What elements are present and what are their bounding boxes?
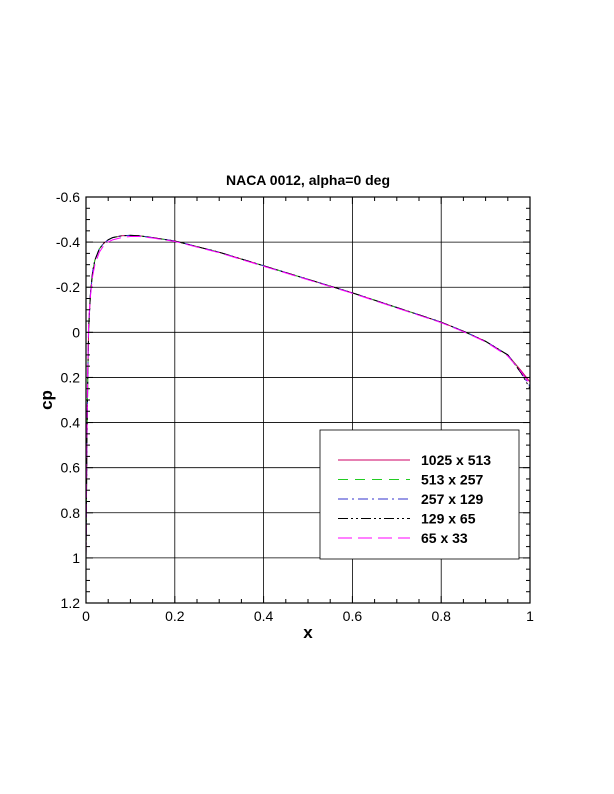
- series-lines: [85, 234, 531, 558]
- x-tick-label: 0.2: [165, 608, 185, 624]
- legend-label: 257 x 129: [421, 491, 483, 507]
- legend-box: [319, 429, 520, 560]
- x-axis-title: x: [303, 623, 313, 642]
- legend-label: 1025 x 513: [421, 452, 491, 468]
- legend: 1025 x 513 513 x 257 257 x 129 129 x 65 65 x…: [319, 429, 520, 560]
- y-tick-label: 0.4: [61, 415, 81, 431]
- x-tick-label: 0.6: [343, 608, 363, 624]
- y-tick-label: 0.2: [61, 369, 81, 385]
- x-tick-labels: 0 0.2 0.4 0.6 0.8 1: [82, 608, 534, 624]
- x-tick-label: 0: [82, 608, 90, 624]
- y-tick-label: -0.2: [56, 279, 80, 295]
- y-tick-label: 1.2: [61, 595, 81, 611]
- x-tick-label: 0.4: [254, 608, 274, 624]
- y-tick-label: 0.8: [61, 505, 81, 521]
- y-tick-label: 0: [72, 324, 80, 340]
- legend-label: 65 x 33: [421, 530, 468, 546]
- y-tick-labels: -0.6 -0.4 -0.2 0 0.2 0.4 0.6 0.8 1 1.2: [56, 189, 80, 611]
- y-tick-label: 1: [72, 550, 80, 566]
- x-tick-label: 1: [526, 608, 534, 624]
- x-tick-label: 0.8: [431, 608, 451, 624]
- y-tick-label: -0.6: [56, 189, 80, 205]
- series-line-4: [85, 234, 531, 558]
- legend-label: 129 x 65: [421, 511, 476, 527]
- legend-label: 513 x 257: [421, 472, 483, 488]
- series-line-5: [85, 235, 531, 558]
- y-tick-label: -0.4: [56, 234, 80, 250]
- chart-title: NACA 0012, alpha=0 deg: [226, 172, 390, 188]
- y-tick-label: 0.6: [61, 460, 81, 476]
- y-axis-title: cp: [37, 390, 56, 410]
- axis-ticks: [85, 196, 531, 604]
